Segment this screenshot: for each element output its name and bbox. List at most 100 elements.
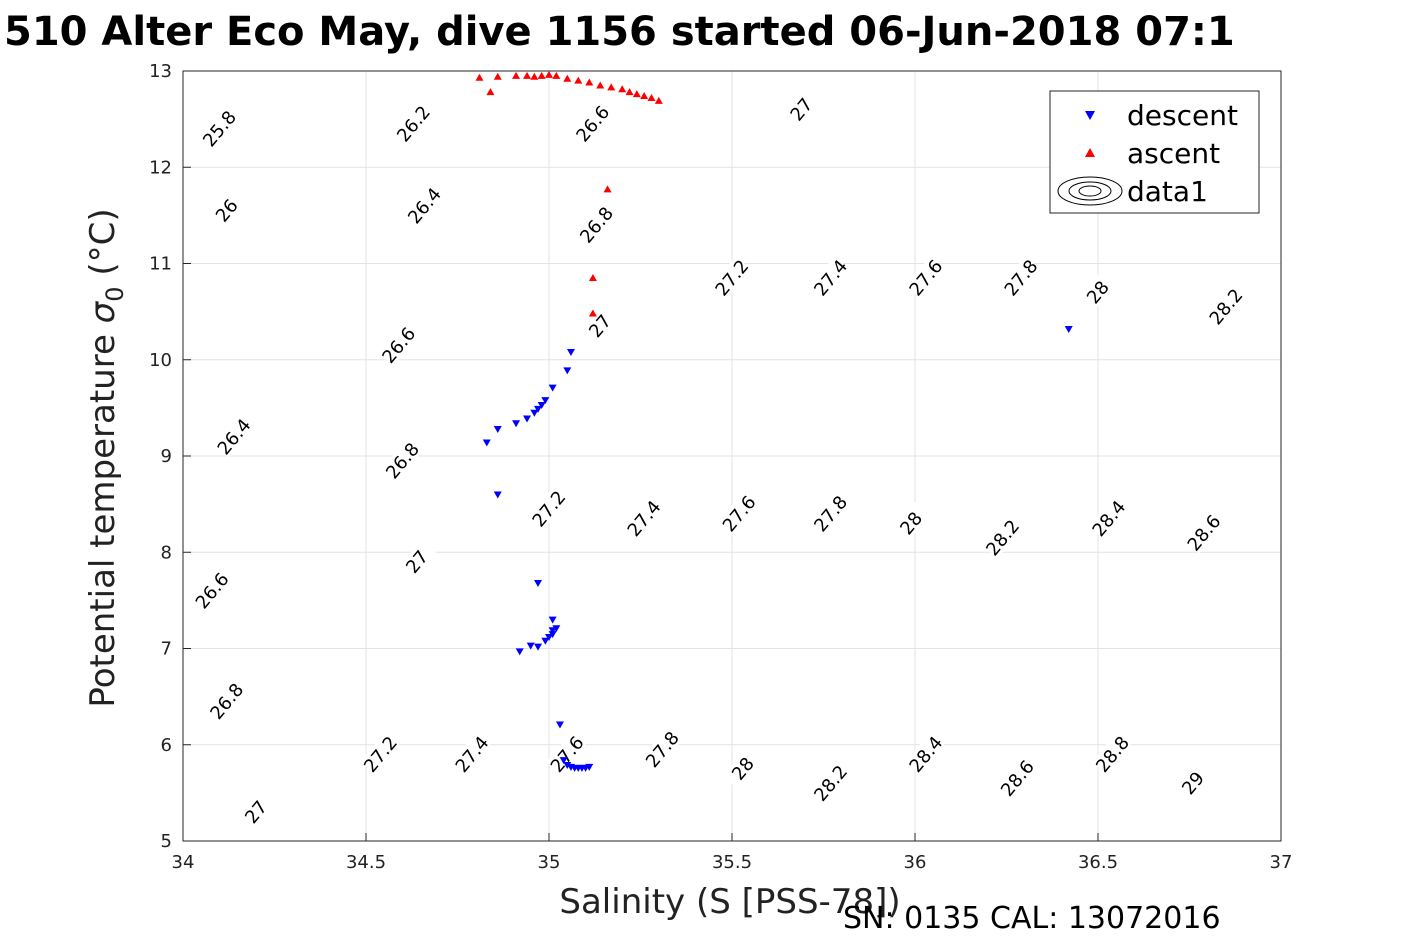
svg-text:27.4: 27.4 bbox=[452, 733, 494, 777]
svg-text:28.2: 28.2 bbox=[982, 516, 1024, 560]
descent-point bbox=[559, 757, 568, 765]
x-tick-label: 36 bbox=[904, 852, 927, 873]
ascent-point bbox=[585, 78, 594, 86]
svg-text:26.6: 26.6 bbox=[572, 102, 614, 146]
contour-label: 28 bbox=[1077, 270, 1118, 313]
svg-text:27.8: 27.8 bbox=[810, 492, 852, 536]
contour-label: 27 bbox=[235, 790, 276, 833]
contour-label: 27.2 bbox=[528, 487, 570, 531]
y-tick-label: 9 bbox=[161, 446, 172, 467]
descent-point bbox=[493, 426, 502, 434]
svg-text:28.6: 28.6 bbox=[1184, 511, 1226, 555]
svg-text:28.4: 28.4 bbox=[905, 733, 947, 777]
svg-text:27.4: 27.4 bbox=[624, 497, 666, 541]
svg-text:26.4: 26.4 bbox=[404, 184, 446, 228]
ascent-point bbox=[493, 72, 502, 80]
contour-label: 27.6 bbox=[905, 256, 947, 300]
ascent-point bbox=[545, 70, 553, 78]
contour-label: 29 bbox=[1172, 761, 1213, 804]
contour-label: 26.4 bbox=[403, 184, 446, 228]
contour-label: 27.4 bbox=[623, 497, 666, 541]
x-tick-label: 34.5 bbox=[346, 852, 386, 873]
y-label-sigma: σ bbox=[83, 300, 123, 323]
descent-point bbox=[552, 625, 561, 633]
contour-label: 28.6 bbox=[996, 757, 1039, 801]
descent-point bbox=[548, 384, 557, 392]
contour-label: 26.2 bbox=[392, 102, 435, 146]
y-tick-label: 10 bbox=[149, 350, 172, 371]
legend-data1-label: data1 bbox=[1127, 175, 1208, 208]
footer-serial-cal: SN: 0135 CAL: 13072016 bbox=[843, 901, 1221, 936]
y-label-main: Potential temperature bbox=[83, 323, 123, 707]
contour-label: 26.4 bbox=[213, 415, 256, 459]
legend[interactable]: descent ascent data1 bbox=[1049, 90, 1260, 214]
ascent-point bbox=[552, 71, 561, 79]
svg-text:25.8: 25.8 bbox=[199, 107, 241, 151]
contour-label: 27 bbox=[579, 304, 620, 347]
y-tick-label: 5 bbox=[161, 831, 172, 852]
contour-label: 26.8 bbox=[206, 680, 248, 724]
x-tick-label: 37 bbox=[1270, 852, 1293, 873]
descent-point bbox=[534, 643, 543, 651]
ascent-point bbox=[640, 92, 649, 100]
y-tick-label: 8 bbox=[161, 542, 172, 563]
descent-point bbox=[515, 648, 524, 656]
descent-point bbox=[545, 633, 553, 641]
isopycnal-line bbox=[0, 42, 412, 889]
descent-point bbox=[555, 721, 564, 729]
descent-point bbox=[563, 367, 572, 375]
contour-label: 28.2 bbox=[1205, 285, 1247, 329]
descent-point bbox=[541, 397, 550, 405]
ascent-point bbox=[607, 83, 616, 91]
descent-point bbox=[585, 763, 594, 771]
svg-text:27.2: 27.2 bbox=[528, 487, 570, 531]
svg-text:27.8: 27.8 bbox=[1001, 256, 1043, 300]
svg-text:28.2: 28.2 bbox=[810, 762, 852, 806]
series-ascent bbox=[475, 70, 663, 317]
contour-label: 28.2 bbox=[982, 516, 1024, 560]
contour-label: 28.6 bbox=[1183, 511, 1226, 555]
ascent-point bbox=[588, 273, 597, 281]
ascent-point bbox=[530, 72, 539, 80]
contour-label: 26.8 bbox=[381, 439, 424, 483]
y-axis-label: Potential temperature σ0 (°C) bbox=[83, 208, 129, 707]
x-axis-label: Salinity (S [PSS-78]) bbox=[559, 882, 900, 922]
descent-point bbox=[534, 580, 543, 588]
descent-point bbox=[537, 401, 546, 409]
contour-label: 28 bbox=[722, 747, 763, 790]
legend-descent-marker bbox=[1085, 111, 1095, 120]
contour-label: 28.4 bbox=[1088, 497, 1130, 541]
svg-text:26.8: 26.8 bbox=[206, 680, 248, 724]
ascent-point bbox=[574, 76, 583, 84]
contour-label: 27.4 bbox=[451, 733, 494, 777]
svg-text:28.6: 28.6 bbox=[997, 757, 1039, 801]
ascent-point bbox=[523, 71, 532, 79]
ascent-point bbox=[625, 88, 634, 96]
y-tick-label: 7 bbox=[161, 639, 172, 660]
descent-point bbox=[512, 420, 521, 428]
contour-label: 27.8 bbox=[1000, 256, 1043, 300]
ascent-point bbox=[512, 71, 521, 79]
contour-label: 27.8 bbox=[810, 492, 852, 536]
data-series bbox=[475, 70, 1073, 772]
x-tick-label: 35 bbox=[538, 852, 561, 873]
legend-ascent-marker bbox=[1085, 148, 1095, 157]
x-tick-label: 34 bbox=[172, 852, 195, 873]
y-tick-label: 6 bbox=[161, 735, 172, 756]
svg-text:27.6: 27.6 bbox=[905, 256, 947, 300]
ascent-point bbox=[647, 93, 656, 101]
ascent-point bbox=[537, 71, 546, 79]
descent-point bbox=[493, 491, 502, 499]
svg-text:27.4: 27.4 bbox=[810, 256, 852, 300]
contour-label: 27.4 bbox=[810, 256, 852, 300]
ascent-point bbox=[603, 185, 612, 193]
descent-point bbox=[1064, 325, 1073, 333]
descent-point bbox=[526, 642, 535, 650]
contour-label: 26.6 bbox=[572, 102, 614, 146]
y-tick-label: 11 bbox=[149, 254, 172, 275]
ascent-point bbox=[588, 309, 597, 317]
contour-label: 28.2 bbox=[810, 762, 852, 806]
contour-label: 27 bbox=[780, 87, 821, 130]
contour-label: 27.6 bbox=[718, 492, 761, 536]
